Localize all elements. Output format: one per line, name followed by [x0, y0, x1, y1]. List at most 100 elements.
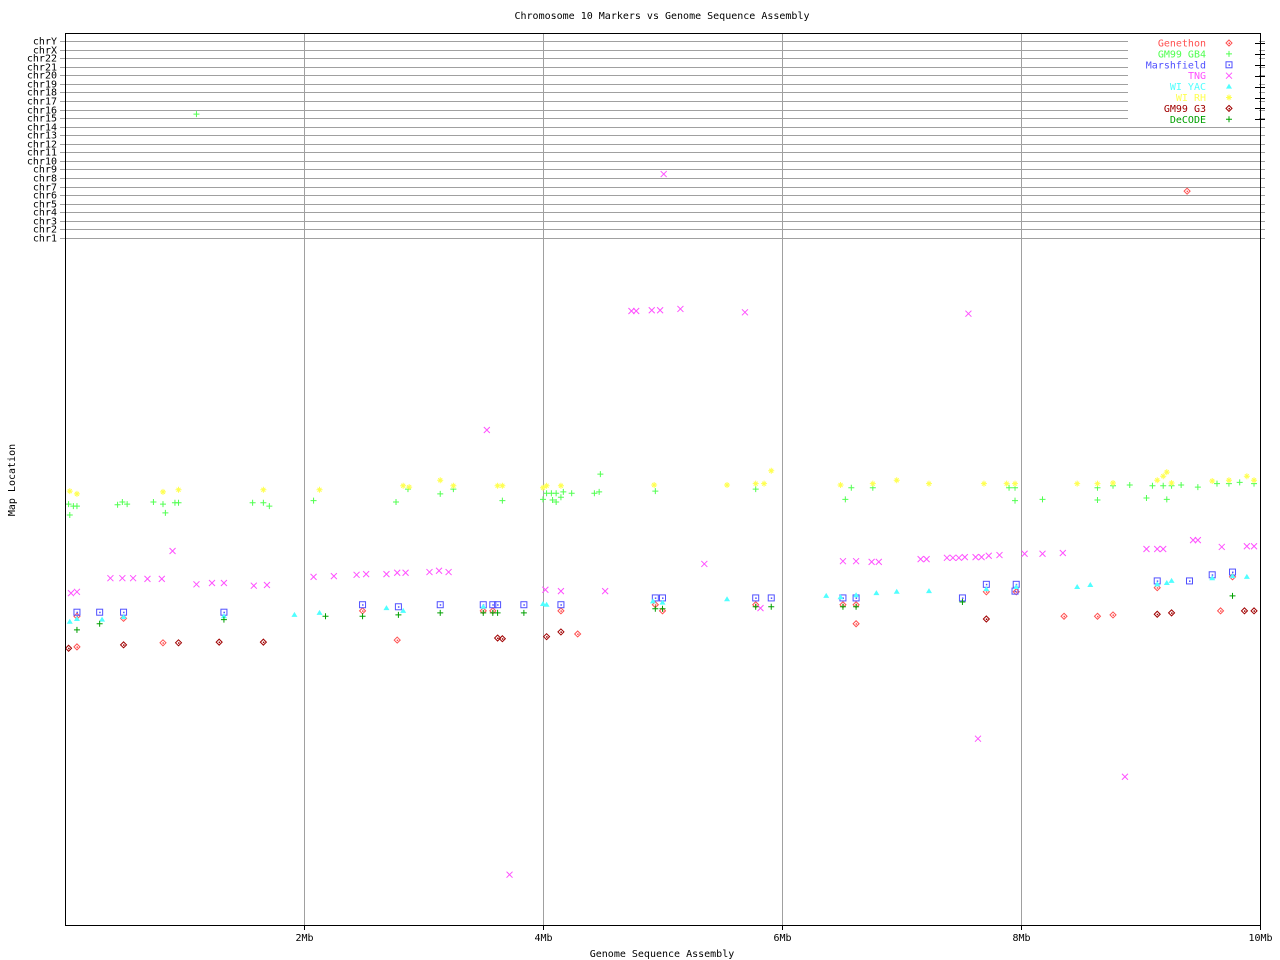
data-point — [437, 490, 444, 497]
data-point — [839, 557, 847, 565]
data-point — [310, 573, 317, 581]
legend-marker-icon — [1226, 50, 1232, 57]
data-point — [752, 594, 760, 602]
data-point — [450, 482, 457, 489]
data-point — [73, 503, 80, 510]
chromosome-label: chr18 — [27, 88, 57, 99]
chromosome-axis: chrYchrXchr22chr21chr20chr19chr18chr17ch… — [27, 37, 57, 245]
data-point — [66, 488, 73, 495]
data-point — [1213, 480, 1220, 487]
data-point — [393, 499, 400, 506]
data-point — [250, 582, 258, 590]
data-point — [259, 638, 268, 646]
data-point — [568, 490, 575, 497]
data-point — [980, 480, 987, 487]
data-point — [842, 496, 849, 503]
data-point — [557, 587, 565, 595]
data-point — [1039, 496, 1046, 503]
data-point — [996, 551, 1003, 559]
data-point — [437, 477, 444, 484]
data-point — [1013, 584, 1020, 590]
data-point — [120, 613, 127, 619]
data-point — [494, 609, 501, 616]
data-point — [480, 603, 487, 609]
chromosome-label: chr11 — [27, 148, 57, 159]
legend-marker-icon — [1225, 61, 1233, 69]
data-point — [506, 871, 513, 879]
data-point — [852, 557, 860, 565]
data-point — [395, 611, 402, 618]
data-point — [982, 615, 991, 623]
data-point — [955, 554, 963, 562]
data-point — [175, 499, 182, 506]
legend-label: TNG — [1188, 71, 1206, 82]
data-point — [119, 574, 126, 582]
data-point — [1006, 484, 1013, 491]
data-point — [159, 501, 166, 508]
chromosome-label: chr5 — [33, 200, 57, 211]
data-point — [1216, 607, 1225, 615]
data-point — [543, 601, 550, 607]
data-point — [316, 486, 323, 493]
data-point — [652, 488, 659, 495]
legend-label: WI RH — [1176, 93, 1206, 104]
data-point — [1059, 549, 1067, 557]
legend-label: DeCODE — [1170, 115, 1206, 126]
chromosome-label: chr17 — [27, 97, 57, 108]
data-point — [540, 601, 546, 607]
data-point — [520, 601, 528, 609]
data-point — [266, 503, 273, 510]
chromosome-label: chr20 — [27, 71, 57, 82]
data-point — [648, 306, 656, 314]
data-point — [445, 568, 452, 576]
data-point — [869, 480, 876, 487]
data-point — [1160, 473, 1167, 480]
data-point — [925, 480, 932, 487]
series-tng — [67, 85, 1258, 879]
data-point — [543, 482, 550, 489]
legend-label: GM99 G3 — [1164, 104, 1206, 115]
data-point — [549, 497, 556, 503]
chromosome-label: chr2 — [33, 225, 57, 236]
data-point — [540, 484, 546, 491]
data-points — [64, 85, 1258, 879]
data-point — [1153, 584, 1161, 592]
data-point — [383, 605, 390, 611]
data-point — [1154, 477, 1161, 484]
data-point — [260, 486, 267, 493]
x-tick-label: 10Mb — [1248, 933, 1272, 944]
data-point — [1209, 575, 1216, 581]
data-point — [393, 636, 401, 644]
data-point — [402, 569, 409, 577]
x-axis-label: Genome Sequence Assembly — [590, 949, 735, 960]
data-point — [400, 482, 407, 489]
data-point — [761, 480, 768, 487]
data-point — [498, 635, 507, 643]
data-point — [1243, 573, 1250, 579]
data-point — [1168, 577, 1175, 583]
data-point — [494, 482, 501, 489]
data-point — [322, 613, 329, 620]
data-point — [659, 605, 666, 612]
data-point — [983, 586, 990, 592]
data-point — [768, 603, 775, 610]
data-point — [175, 486, 182, 493]
series-marshfield — [73, 568, 1237, 616]
data-point — [436, 601, 444, 609]
chromosome-label: chrY — [33, 37, 57, 48]
data-point — [573, 630, 582, 638]
data-point — [540, 496, 546, 503]
data-point — [917, 555, 924, 563]
chromosome-label: chr14 — [27, 123, 57, 134]
series-wi-yac — [66, 573, 1250, 624]
data-point — [961, 553, 969, 561]
series-genethon — [73, 187, 1237, 651]
data-point — [724, 596, 731, 602]
chart-title: Chromosome 10 Markers vs Genome Sequence… — [514, 11, 809, 22]
data-point — [1093, 612, 1102, 620]
x-tick-label: 6Mb — [773, 933, 791, 944]
series-gm99-gb4 — [65, 111, 1258, 518]
data-point — [260, 499, 267, 506]
